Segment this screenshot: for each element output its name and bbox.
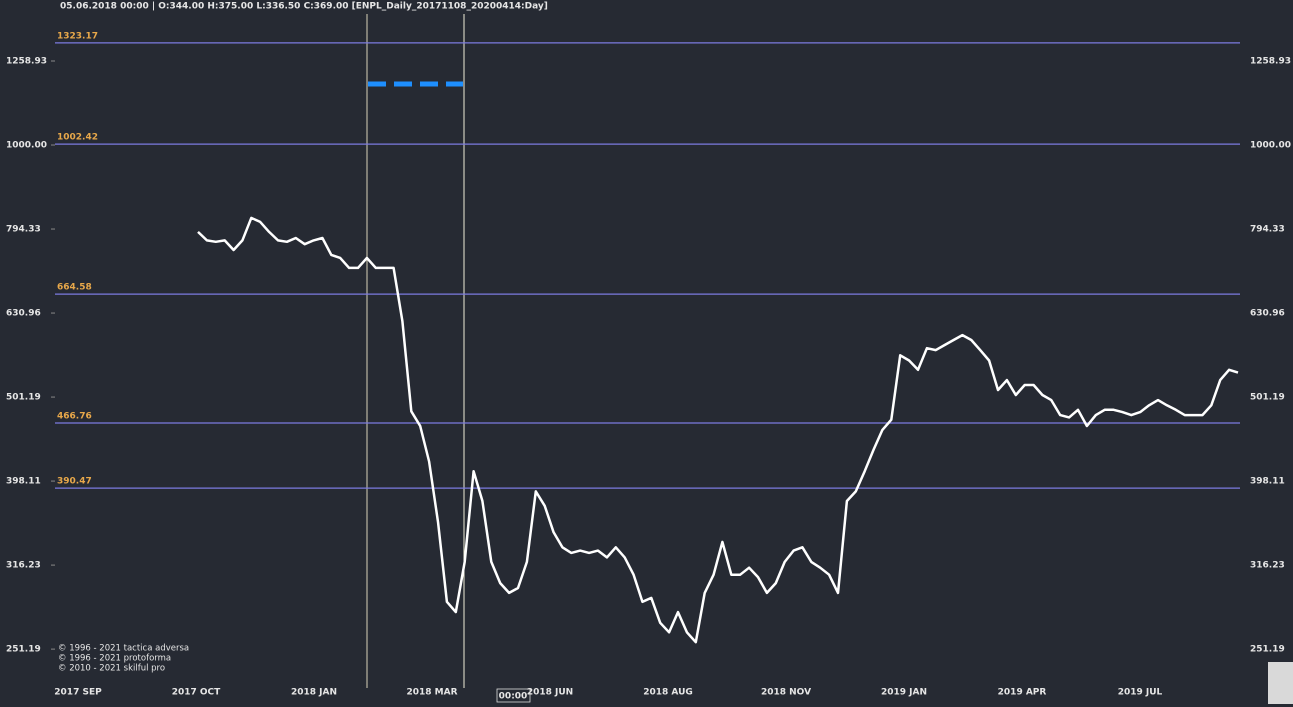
y-tick-label: 1000.00 xyxy=(6,141,47,151)
x-tick-label: 2017 SEP xyxy=(54,688,102,698)
y-tick-label-right: 316.23 xyxy=(1250,561,1285,571)
y-tick-label: 1258.93 xyxy=(6,56,47,66)
copyright: © 1996 - 2021 tactica adversa xyxy=(58,644,189,654)
price-line xyxy=(197,216,1239,644)
y-tick-label: 398.11 xyxy=(6,477,41,487)
copyright: © 2010 - 2021 skilful pro xyxy=(58,664,165,674)
y-tick-label: 501.19 xyxy=(6,393,41,403)
y-tick-label: 794.33 xyxy=(6,225,41,235)
y-tick-label-right: 794.33 xyxy=(1250,225,1285,235)
x-tick-label: 2018 JAN xyxy=(291,688,337,698)
level-label: 664.58 xyxy=(57,283,92,293)
x-tick-label: 2018 AUG xyxy=(643,688,693,698)
y-tick-label-right: 1258.93 xyxy=(1250,56,1291,66)
x-tick-label: 2018 JUN xyxy=(527,688,573,698)
x-tick-label: 2019 JUL xyxy=(1118,688,1163,698)
y-tick-label-right: 501.19 xyxy=(1250,393,1285,403)
level-label: 390.47 xyxy=(57,477,92,487)
chart-title: 05.06.2018 00:00 | O:344.00 H:375.00 L:3… xyxy=(60,2,548,12)
level-label: 1002.42 xyxy=(57,133,98,143)
y-tick-label-right: 630.96 xyxy=(1250,309,1285,319)
level-label: 466.76 xyxy=(57,412,92,422)
y-tick-label-right: 251.19 xyxy=(1250,645,1285,655)
y-tick-label-right: 398.11 xyxy=(1250,477,1285,487)
x-tick-label: 2018 NOV xyxy=(761,688,811,698)
y-tick-label: 630.96 xyxy=(6,309,41,319)
level-label: 1323.17 xyxy=(57,31,98,41)
x-tick-label: 2017 OCT xyxy=(172,688,221,698)
cursor-box xyxy=(496,688,531,703)
y-tick-label-right: 1000.00 xyxy=(1250,141,1291,151)
logo-icon xyxy=(1268,662,1293,704)
x-tick-label: 2019 JAN xyxy=(881,688,927,698)
copyright: © 1996 - 2021 protoforma xyxy=(58,654,171,664)
cursor-label: 00:00 xyxy=(499,692,528,702)
y-tick-label: 316.23 xyxy=(6,561,41,571)
y-tick-label: 251.19 xyxy=(6,645,41,655)
x-tick-label: 2018 MAR xyxy=(406,688,457,698)
x-tick-label: 2019 APR xyxy=(998,688,1047,698)
